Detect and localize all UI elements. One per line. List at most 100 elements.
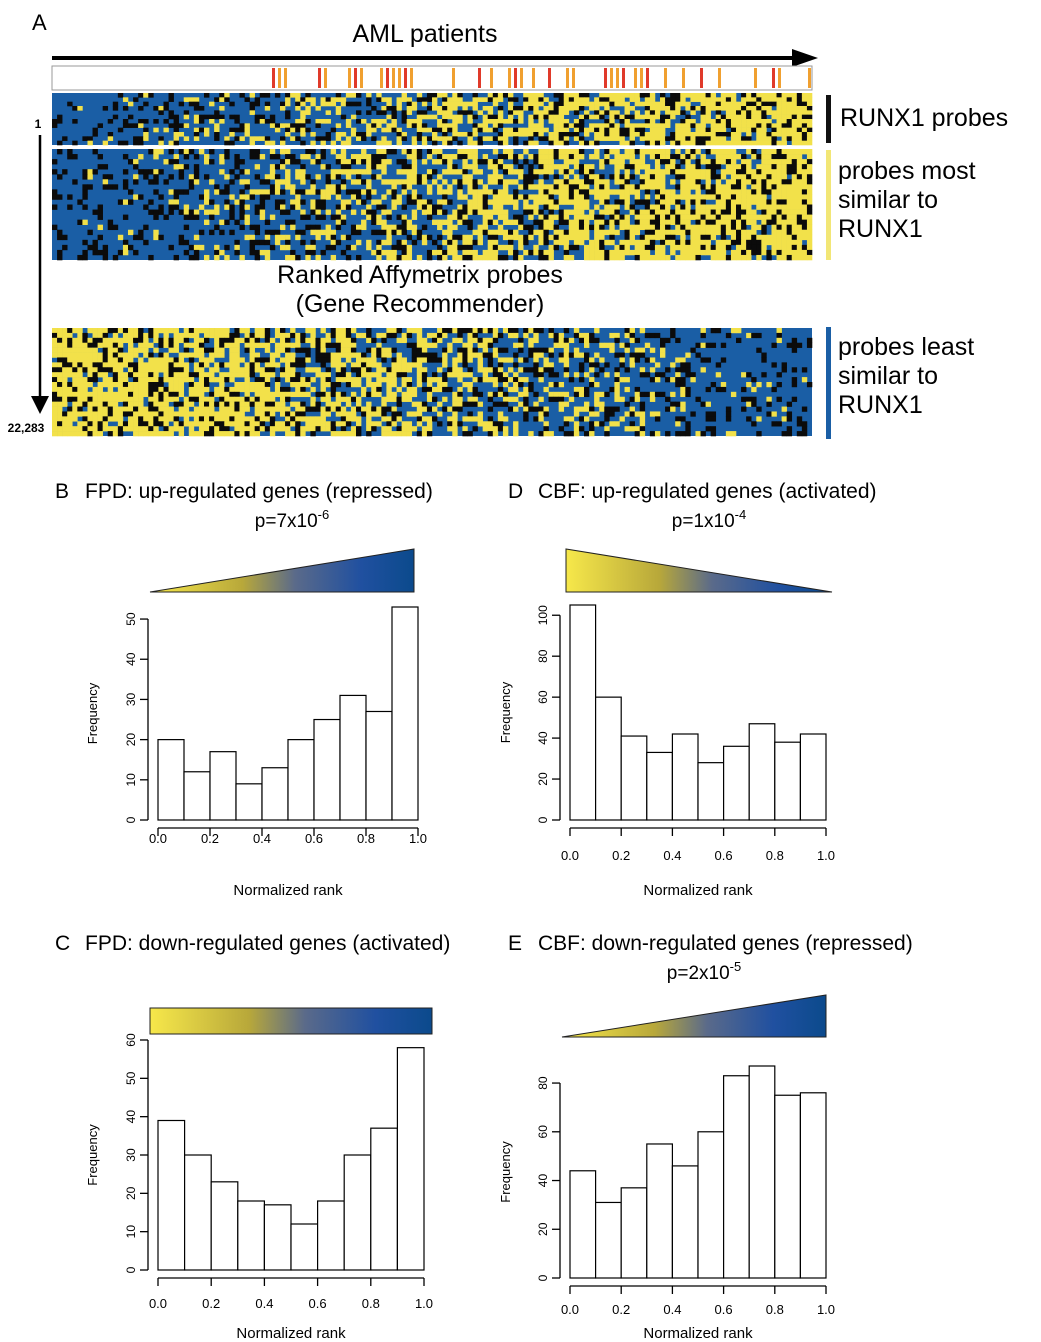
mutation-marker	[318, 68, 321, 88]
rank-gradient	[561, 994, 827, 1038]
panel-title: FPD: up-regulated genes (repressed)	[85, 480, 433, 503]
histogram-bar	[722, 745, 750, 821]
mutation-marker	[386, 68, 389, 88]
x-tick-label: 0.4	[663, 848, 681, 863]
mutation-marker	[566, 68, 569, 88]
most-similar-label-2: similar to	[838, 186, 938, 214]
x-tick-label: 0.8	[766, 1302, 784, 1317]
panel-c: C FPD: down-regulated genes (activated) 0.…	[55, 932, 450, 1342]
least-similar-group-bar	[826, 327, 831, 439]
mutation-marker	[278, 68, 281, 88]
p-value-exponent: -5	[730, 959, 742, 974]
panel-e: E CBF: down-regulated genes (repressed) p=…	[498, 932, 913, 1342]
x-axis-label: Normalized rank	[643, 1325, 753, 1342]
mutation-marker	[398, 68, 401, 88]
histogram-bar	[209, 751, 237, 821]
x-tick-label: 0.2	[612, 848, 630, 863]
mutation-marker	[410, 68, 413, 88]
ranked-probes-title: Ranked Affymetrix probes	[277, 261, 563, 289]
x-tick-label: 1.0	[817, 1302, 835, 1317]
x-axis-label: Normalized rank	[236, 1325, 346, 1342]
y-tick-label: 40	[124, 652, 138, 666]
mutation-marker	[392, 68, 395, 88]
histogram-bar	[237, 1200, 266, 1271]
mutation-marker	[490, 68, 493, 88]
histogram-bar	[748, 1065, 776, 1279]
x-tick-label: 0.4	[255, 1296, 273, 1311]
histogram-bar	[594, 696, 622, 821]
mutation-marker	[718, 68, 721, 88]
y-axis-label: Frequency	[85, 682, 100, 744]
x-tick-label: 1.0	[817, 848, 835, 863]
histogram-bar	[722, 1075, 750, 1279]
mutation-marker	[478, 68, 481, 88]
runx1-heatmap	[52, 93, 813, 146]
histogram-bar	[799, 733, 827, 821]
least-similar-label-1: probes least	[838, 333, 974, 361]
y-tick-label: 30	[124, 1148, 138, 1162]
p-value: p=2x10-5	[667, 959, 741, 984]
y-tick-label: 10	[124, 773, 138, 787]
p-value-exponent: -4	[735, 507, 747, 522]
y-tick-label: 50	[124, 612, 138, 626]
y-tick-label: 60	[536, 690, 550, 704]
panel-d: D CBF: up-regulated genes (activated) p=1x…	[498, 480, 877, 899]
rank-end-label: 22,283	[8, 421, 45, 435]
mutation-marker	[754, 68, 757, 88]
runx1-group-bar	[826, 95, 831, 143]
mutation-marker	[354, 68, 357, 88]
histogram-bar	[290, 1223, 319, 1271]
x-tick-label: 0.0	[561, 1302, 579, 1317]
aml-patients-label: AML patients	[353, 20, 498, 48]
x-tick-label: 0.2	[201, 831, 219, 846]
mutation-marker	[324, 68, 327, 88]
histogram-bar	[799, 1092, 827, 1279]
histogram-bar	[569, 604, 597, 821]
mutation-marker	[772, 68, 775, 88]
mutation-marker	[616, 68, 619, 88]
histogram-bar	[671, 733, 699, 821]
mutation-marker	[404, 68, 407, 88]
p-value-exponent: -6	[318, 507, 330, 522]
mutation-marker	[272, 68, 275, 88]
histogram-bar	[343, 1154, 372, 1271]
y-tick-label: 30	[124, 692, 138, 706]
rank-gradient	[565, 548, 833, 593]
panel-title: CBF: down-regulated genes (repressed)	[538, 932, 913, 955]
y-tick-label: 10	[124, 1225, 138, 1239]
y-tick-label: 60	[124, 1033, 138, 1047]
panel-a-letter: A	[32, 10, 47, 35]
y-tick-label: 40	[124, 1110, 138, 1124]
mutation-marker	[360, 68, 363, 88]
rank-start-label: 1	[35, 117, 42, 131]
p-value-base: p=7x10	[255, 511, 318, 532]
y-tick-label: 0	[536, 816, 550, 823]
mutation-marker	[634, 68, 637, 88]
histogram-bar	[774, 741, 801, 821]
rank-arrow-head	[31, 396, 49, 414]
p-value: p=7x10-6	[255, 507, 329, 532]
y-tick-label: 40	[536, 1174, 550, 1188]
mutation-marker	[572, 68, 575, 88]
x-axis-label: Normalized rank	[643, 882, 753, 899]
histogram-bar	[183, 771, 211, 821]
panel-b: B FPD: up-regulated genes (repressed) p=7x…	[55, 480, 433, 899]
histogram-bar	[339, 694, 367, 821]
rank-gradient	[149, 548, 415, 593]
histogram-bar	[370, 1127, 398, 1271]
histogram-bar	[157, 1119, 186, 1271]
y-axis-label: Frequency	[498, 681, 513, 743]
panel-letter: C	[55, 932, 70, 955]
y-tick-label: 40	[536, 731, 550, 745]
most-similar-group-bar	[826, 150, 831, 260]
mutation-marker	[508, 68, 511, 88]
mutation-track	[51, 65, 813, 91]
histogram-bar	[594, 1201, 622, 1279]
histogram-bar	[263, 1204, 292, 1271]
x-tick-label: 0.6	[305, 831, 323, 846]
x-tick-label: 0.0	[149, 1296, 167, 1311]
p-value-base: p=1x10	[672, 511, 735, 532]
x-tick-label: 0.2	[612, 1302, 630, 1317]
mutation-marker	[548, 68, 551, 88]
